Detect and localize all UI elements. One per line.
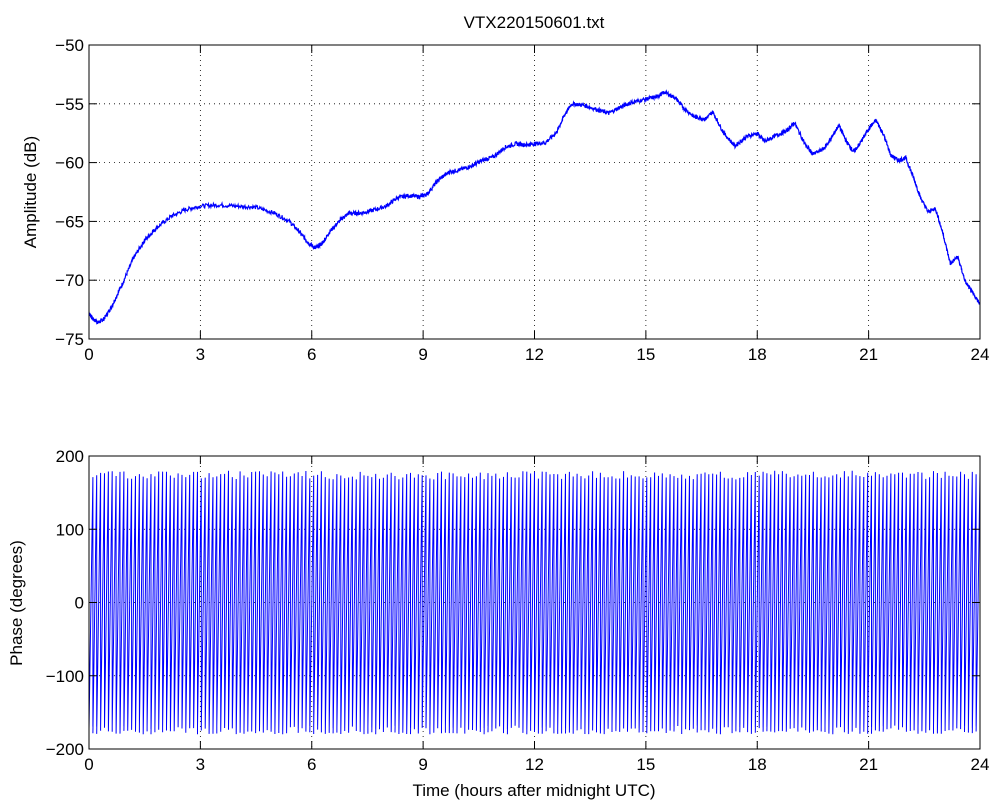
amplitude-y-axis-label: Amplitude (dB) (21, 136, 40, 248)
amplitude-x-tick-label: 6 (307, 345, 316, 364)
amplitude-ticks: 0 3 6 9 12 15 18 21 24 −75 −70 −65 −60 −55 −50 (55, 36, 989, 364)
amplitude-axes-box (88, 44, 981, 340)
amplitude-x-tick-label: 18 (748, 345, 767, 364)
phase-x-tick-label: 21 (859, 755, 878, 774)
amplitude-y-tick-label: −50 (55, 36, 84, 55)
amplitude-grid (89, 45, 980, 339)
phase-x-tick-label: 12 (525, 755, 544, 774)
phase-x-tick-label: 0 (84, 755, 93, 774)
phase-x-tick-label: 3 (196, 755, 205, 774)
amplitude-y-tick-label: −70 (55, 271, 84, 290)
phase-series-line (88, 470, 981, 735)
amplitude-x-tick-label: 24 (971, 345, 990, 364)
amplitude-x-tick-label: 3 (196, 345, 205, 364)
phase-y-tick-label: 100 (56, 520, 84, 539)
phase-y-tick-label: −100 (46, 667, 84, 686)
phase-ticks: 0 3 6 9 12 15 18 21 24 −200 −100 0 100 200 (46, 447, 990, 774)
phase-y-tick-label: 0 (75, 594, 84, 613)
phase-y-tick-label: 200 (56, 447, 84, 466)
amplitude-y-tick-label: −65 (55, 212, 84, 231)
phase-x-tick-label: 9 (418, 755, 427, 774)
phase-x-tick-label: 24 (971, 755, 990, 774)
amplitude-y-tick-label: −55 (55, 95, 84, 114)
phase-x-tick-label: 6 (307, 755, 316, 774)
figure-title: VTX220150601.txt (464, 13, 605, 32)
amplitude-x-tick-label: 9 (418, 345, 427, 364)
phase-x-axis-label: Time (hours after midnight UTC) (412, 781, 655, 800)
phase-y-tick-label: −200 (46, 740, 84, 759)
phase-x-tick-label: 15 (636, 755, 655, 774)
amplitude-y-tick-label: −60 (55, 154, 84, 173)
phase-y-axis-label: Phase (degrees) (7, 540, 26, 666)
amplitude-plot: 0 3 6 9 12 15 18 21 24 −75 −70 −65 −60 −55 −50 Amplitu… (21, 36, 989, 364)
phase-plot: 0 3 6 9 12 15 18 21 24 −200 −100 0 100 200 Phase (deg… (7, 447, 989, 800)
amplitude-x-tick-label: 21 (859, 345, 878, 364)
phase-x-tick-label: 18 (748, 755, 767, 774)
amplitude-data (88, 89, 981, 325)
amplitude-x-tick-label: 0 (84, 345, 93, 364)
amplitude-y-tick-label: −75 (55, 330, 84, 349)
amplitude-series-line (88, 89, 981, 325)
amplitude-x-tick-label: 12 (525, 345, 544, 364)
amplitude-x-tick-label: 15 (636, 345, 655, 364)
phase-data (88, 470, 981, 735)
